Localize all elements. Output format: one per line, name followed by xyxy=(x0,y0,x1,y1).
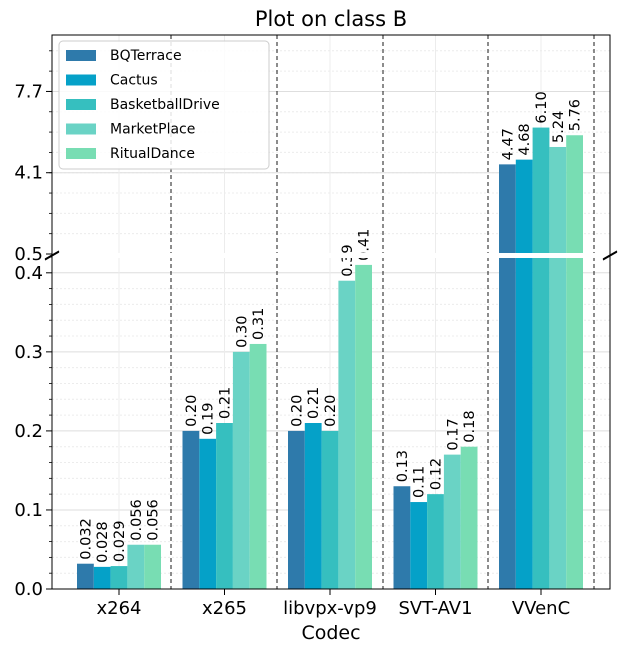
axis-break-mark-right xyxy=(602,251,618,261)
bar-cactus xyxy=(304,423,322,589)
data-label: 0.30 xyxy=(234,316,250,348)
bar-marketplace xyxy=(549,146,567,254)
data-label: 4.68 xyxy=(517,123,533,155)
legend-label: RitualDance xyxy=(110,146,195,162)
data-label: 0.056 xyxy=(129,499,145,541)
data-label: 0.20 xyxy=(184,395,200,427)
bar-cactus xyxy=(515,159,533,254)
data-label: 0.20 xyxy=(289,395,305,427)
data-label: 0.39 xyxy=(340,244,356,276)
bar-bqterrace-lower xyxy=(499,257,516,589)
bar-ritualdance xyxy=(566,135,583,254)
bar-bqterrace xyxy=(182,430,200,589)
bar-ritualdance-lower xyxy=(566,257,583,589)
x-tick-label: VVenC xyxy=(512,598,570,619)
bar-ritualdance xyxy=(355,264,372,589)
data-label: 0.31 xyxy=(251,308,267,340)
bar-basketballdrive xyxy=(321,430,339,589)
data-label: 0.21 xyxy=(218,387,234,419)
data-label: 0.17 xyxy=(445,418,461,450)
x-tick-label: x265 xyxy=(202,598,247,619)
data-label: 0.13 xyxy=(395,450,411,482)
bar-basketballdrive xyxy=(110,566,128,589)
data-label: 0.029 xyxy=(112,521,128,563)
legend-swatch xyxy=(66,50,96,61)
legend-label: MarketPlace xyxy=(110,122,195,138)
bar-basketballdrive xyxy=(427,494,444,589)
axis-break-mark-left xyxy=(44,250,60,260)
x-tick-label: SVT-AV1 xyxy=(398,598,472,619)
legend-label: BQTerrace xyxy=(110,48,182,64)
bar-cactus xyxy=(93,566,111,589)
bar-marketplace xyxy=(127,544,145,589)
bar-basketballdrive xyxy=(216,423,233,589)
bar-ritualdance xyxy=(460,446,478,589)
bar-basketballdrive xyxy=(532,127,550,254)
data-label: 0.11 xyxy=(412,466,428,498)
bar-cactus xyxy=(410,502,428,589)
legend-swatch xyxy=(66,148,96,159)
chart-title: Plot on class B xyxy=(255,7,407,31)
bar-bqterrace xyxy=(393,486,411,589)
y-tick-label: 4.1 xyxy=(14,163,43,184)
data-label: 4.47 xyxy=(500,128,516,160)
axis-break-gap xyxy=(42,254,620,257)
x-tick-label: libvpx-vp9 xyxy=(283,598,377,619)
y-tick-label: 0.2 xyxy=(14,421,43,442)
data-label: 0.056 xyxy=(146,499,162,541)
x-tick-label: x264 xyxy=(96,598,141,619)
data-label: 5.24 xyxy=(551,111,567,143)
bar-bqterrace xyxy=(77,563,94,589)
bar-cactus-lower xyxy=(515,257,533,589)
bar-marketplace xyxy=(232,351,250,589)
legend-box xyxy=(58,40,270,170)
y-tick-label: 0.4 xyxy=(14,263,43,284)
legend-label: Cactus xyxy=(110,73,158,89)
bar-bqterrace xyxy=(288,430,305,589)
bar-ritualdance xyxy=(249,343,267,589)
data-label: 0.21 xyxy=(306,387,322,419)
bar-marketplace xyxy=(443,454,461,589)
legend-swatch xyxy=(66,123,96,135)
bar-marketplace-lower xyxy=(549,257,567,589)
data-label: 0.41 xyxy=(357,229,373,261)
bar-bqterrace xyxy=(499,164,516,254)
data-label: 0.19 xyxy=(201,403,217,435)
x-axis-label: Codec xyxy=(301,622,360,644)
legend-swatch xyxy=(66,99,96,110)
data-label: 0.12 xyxy=(429,458,445,490)
y-tick-label: 7.7 xyxy=(14,81,43,102)
axis-break-mark-left xyxy=(44,251,60,261)
bar-ritualdance xyxy=(144,544,161,589)
y-tick-label: 0.3 xyxy=(14,342,43,363)
bar-basketballdrive-lower xyxy=(532,257,550,589)
data-label: 0.18 xyxy=(462,410,478,442)
bar-marketplace xyxy=(338,280,356,589)
y-tick-label: 0.5 xyxy=(14,244,43,265)
data-label: 5.76 xyxy=(568,99,584,131)
axis-break-mark-right xyxy=(602,250,618,260)
y-tick-label: 0.0 xyxy=(14,579,43,600)
data-label: 6.10 xyxy=(534,91,550,123)
legend-swatch xyxy=(66,74,96,86)
data-label: 0.032 xyxy=(78,518,94,560)
legend-label: BasketballDrive xyxy=(110,97,220,113)
y-tick-label: 0.1 xyxy=(14,500,43,521)
bar-cactus xyxy=(199,438,217,589)
data-label: 0.20 xyxy=(323,395,339,427)
data-label: 0.028 xyxy=(95,521,111,563)
